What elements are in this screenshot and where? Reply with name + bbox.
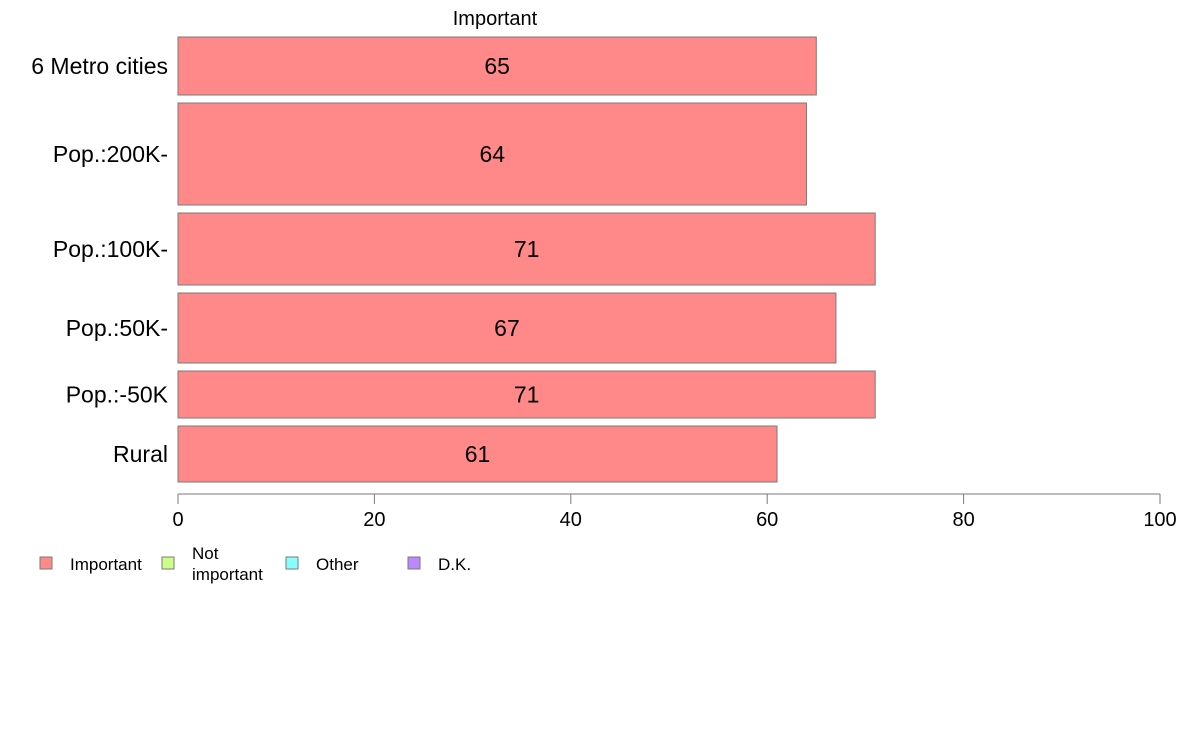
x-tick-label: 60 <box>756 509 778 531</box>
x-tick-label: 100 <box>1143 509 1176 531</box>
legend-swatch <box>285 556 299 570</box>
bars-layer <box>177 36 876 483</box>
legend-label: Not important <box>192 544 263 584</box>
legend-label: Important <box>70 555 142 574</box>
legend-swatch <box>407 556 421 570</box>
category-label: Pop.:50K- <box>66 315 168 341</box>
chart-header: Important <box>453 8 538 30</box>
value-labels: 65 64 71 67 71 61 <box>465 53 540 467</box>
value-label: 71 <box>514 236 540 262</box>
value-label: 64 <box>479 141 505 167</box>
category-label: Pop.:200K- <box>53 141 168 167</box>
legend-label: D.K. <box>438 555 471 574</box>
x-tick-label: 20 <box>363 509 385 531</box>
bar-4 <box>177 370 876 419</box>
bar-2 <box>177 212 876 286</box>
x-tick-label: 0 <box>172 509 183 531</box>
value-label: 67 <box>494 315 520 341</box>
x-axis: 0 20 40 60 80 100 <box>172 493 1177 531</box>
legend-label: Other <box>316 555 359 574</box>
bar-5 <box>177 425 778 483</box>
x-tick-label: 40 <box>560 509 582 531</box>
category-label: Pop.:100K- <box>53 236 168 262</box>
value-label: 65 <box>484 53 510 79</box>
category-label: Pop.:-50K <box>66 382 169 408</box>
bar-3 <box>177 292 837 364</box>
legend-swatch <box>39 556 53 570</box>
category-label: Rural <box>113 441 168 467</box>
legend-swatch <box>161 556 175 570</box>
category-labels: 6 Metro cities Pop.:200K- Pop.:100K- Pop.:5… <box>31 53 168 467</box>
x-tick-label: 80 <box>952 509 974 531</box>
legend: Important Not important Other D.K. <box>39 544 471 584</box>
bar-0 <box>177 36 817 96</box>
bar-1 <box>177 102 807 206</box>
value-label: 71 <box>514 382 540 408</box>
category-label: 6 Metro cities <box>31 53 168 79</box>
value-label: 61 <box>465 441 491 467</box>
